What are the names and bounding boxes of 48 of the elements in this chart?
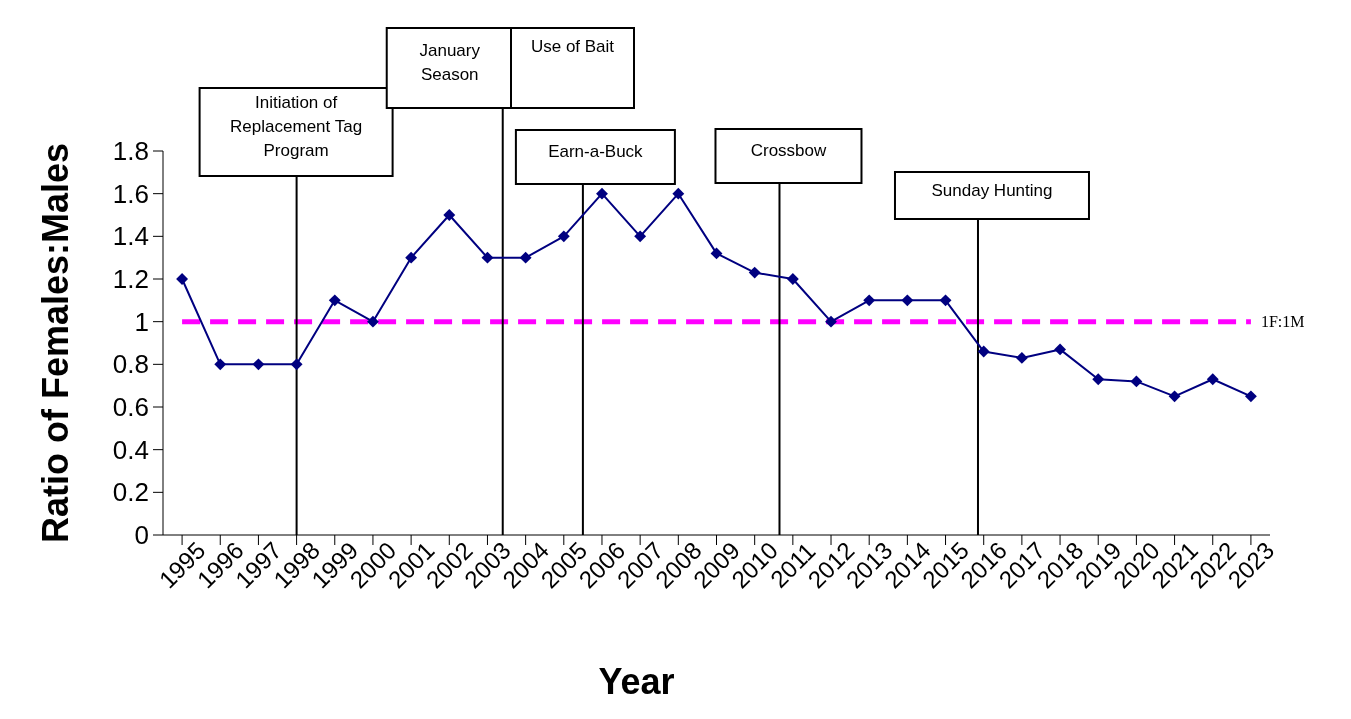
ref-line-label: Earn-a-Buck — [548, 142, 644, 161]
point — [748, 266, 761, 279]
point — [367, 315, 379, 328]
y-tick-label: 1.4 — [112, 221, 149, 252]
point — [901, 294, 914, 307]
point — [214, 358, 227, 371]
point — [977, 345, 990, 358]
point — [863, 294, 876, 307]
point — [1130, 375, 1143, 388]
point — [596, 187, 608, 200]
y-tick-label: 1.8 — [112, 136, 149, 167]
point — [290, 358, 303, 371]
y-tick-label: 1 — [134, 306, 149, 337]
y-tick-label: 0.6 — [112, 392, 149, 423]
y-tick-label: 0 — [134, 520, 149, 551]
text: Use of Bait — [530, 37, 615, 56]
point — [786, 273, 799, 285]
ref-line-label: 1F:1M — [1260, 313, 1305, 331]
y-tick-label: 1.6 — [112, 178, 149, 209]
point — [634, 230, 647, 243]
point — [328, 294, 341, 307]
point — [176, 273, 189, 285]
point — [1054, 343, 1066, 356]
ref-line-label: Sunday Hunting — [931, 180, 1053, 200]
y-tick-label: 1.2 — [112, 264, 149, 295]
point — [481, 251, 494, 264]
point — [1206, 373, 1219, 386]
y-tick-label: 0.2 — [112, 477, 149, 508]
point — [939, 294, 952, 307]
point — [519, 251, 532, 264]
ref-line-label: January Season — [419, 41, 481, 84]
point — [825, 315, 837, 328]
point — [1168, 390, 1181, 403]
ref-line-label: Initiation of Replacement Tag Program — [230, 93, 363, 160]
ref-line-label: Crossbow — [750, 141, 827, 160]
point — [710, 247, 723, 260]
point — [672, 187, 685, 200]
point — [405, 251, 418, 264]
y-tick-label: 0.8 — [112, 349, 149, 380]
point — [1244, 390, 1257, 403]
point — [1015, 351, 1028, 364]
point — [557, 230, 570, 243]
y-tick-label: 0.4 — [112, 434, 149, 465]
y-axis-title: Ratio of Females:Males — [35, 142, 76, 544]
point — [443, 209, 456, 221]
point — [1092, 373, 1105, 386]
x-axis-title: Year — [598, 661, 675, 702]
point — [252, 358, 265, 371]
